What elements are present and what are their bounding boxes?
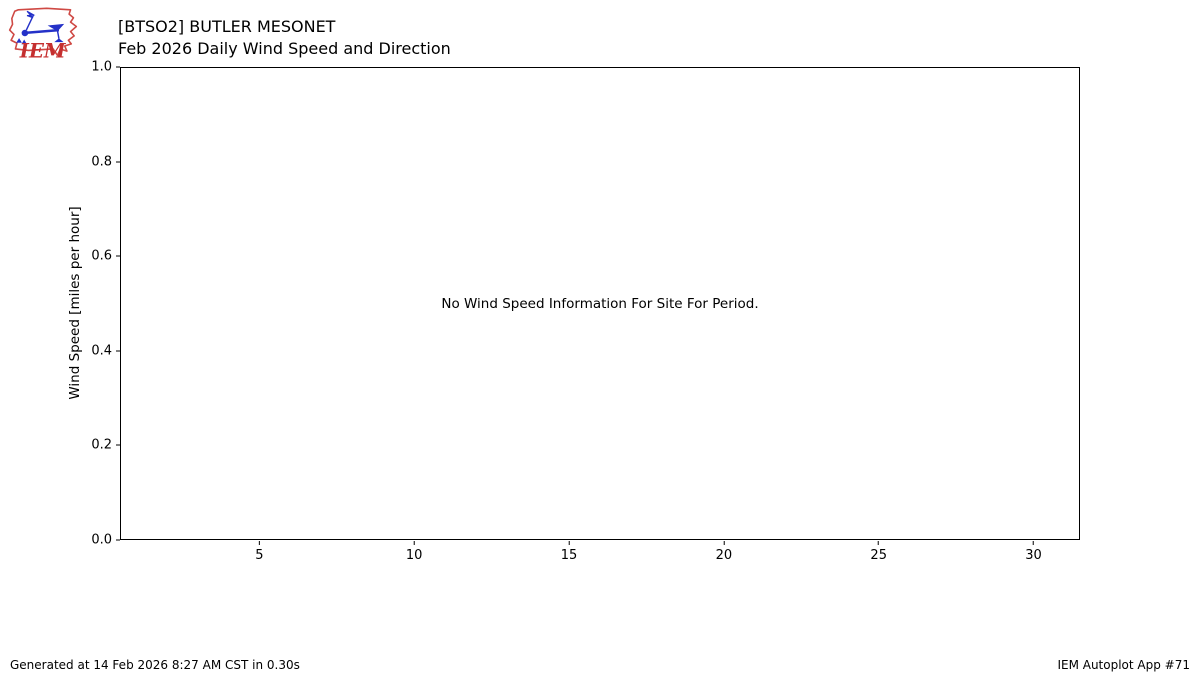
- x-tick: 10: [406, 541, 422, 562]
- plot-subtitle: Feb 2026 Daily Wind Speed and Direction: [118, 38, 451, 58]
- x-tick: 25: [870, 541, 887, 562]
- title-block: [BTSO2] BUTLER MESONET Feb 2026 Daily Wi…: [118, 16, 451, 59]
- no-data-message: No Wind Speed Information For Site For P…: [441, 295, 759, 312]
- x-tick: 30: [1025, 541, 1042, 562]
- y-axis-label: Wind Speed [miles per hour]: [67, 206, 83, 400]
- y-tick: 0.4: [91, 344, 120, 357]
- y-axis-ticks: 0.0 0.2 0.4 0.6 0.8 1.0: [0, 61, 120, 547]
- x-axis-ticks: 5 10 15 20 25 30: [120, 541, 1080, 571]
- y-tick: 0.0: [91, 534, 120, 547]
- iem-logo: IEM: [6, 4, 80, 63]
- generated-timestamp: Generated at 14 Feb 2026 8:27 AM CST in …: [10, 658, 300, 672]
- y-tick: 0.2: [91, 439, 120, 452]
- anemometer-icon: [16, 10, 65, 45]
- iem-logo-text: IEM: [19, 40, 67, 62]
- plot-title: [BTSO2] BUTLER MESONET: [118, 17, 336, 36]
- y-tick: 0.6: [91, 250, 120, 263]
- x-tick: 15: [561, 541, 577, 562]
- x-tick: 5: [255, 541, 263, 562]
- y-tick: 1.0: [91, 61, 120, 74]
- x-tick: 20: [716, 541, 732, 562]
- iem-logo-svg: IEM: [8, 7, 78, 63]
- y-tick: 0.8: [91, 155, 120, 168]
- app-credit: IEM Autoplot App #71: [1057, 658, 1190, 672]
- plot-area: No Wind Speed Information For Site For P…: [120, 67, 1080, 540]
